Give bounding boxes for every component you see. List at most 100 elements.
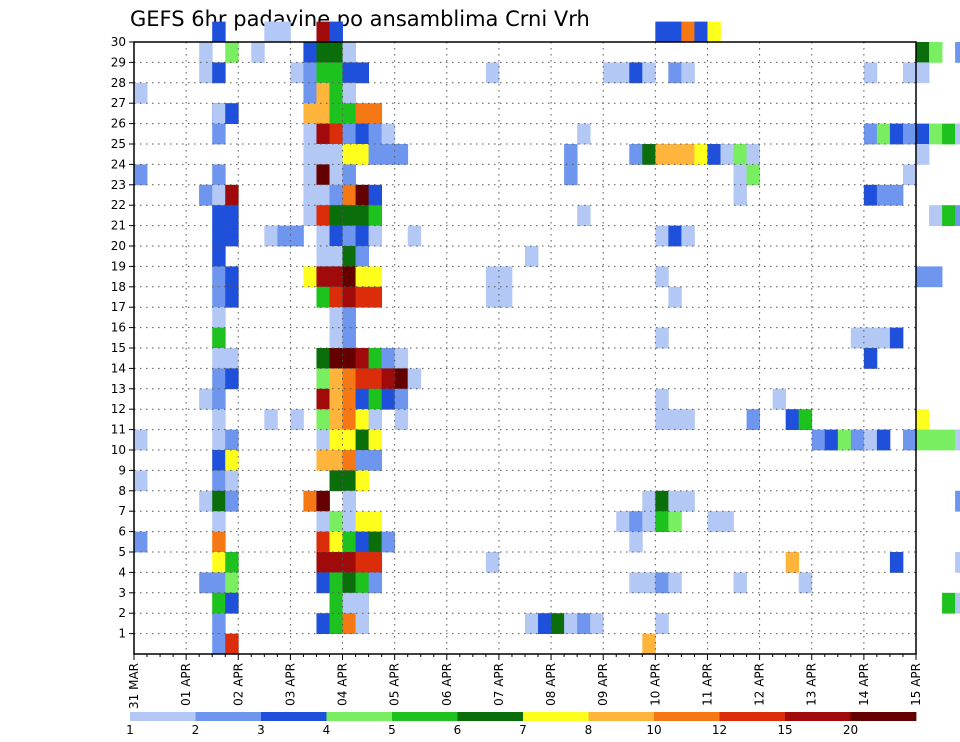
heatmap-cell bbox=[355, 388, 369, 410]
heatmap-cell bbox=[368, 123, 383, 145]
colorbar-segment bbox=[195, 712, 262, 721]
heatmap-cell bbox=[212, 103, 226, 124]
heatmap-cell bbox=[368, 368, 383, 390]
heatmap-cell bbox=[746, 144, 760, 165]
colorbar-segment bbox=[719, 712, 786, 721]
heatmap-cell bbox=[368, 429, 383, 451]
heatmap-cell bbox=[655, 613, 669, 634]
heatmap-cell bbox=[772, 388, 787, 410]
heatmap-cell bbox=[329, 144, 343, 165]
heatmap-cell bbox=[681, 225, 695, 247]
heatmap-cell bbox=[212, 164, 226, 186]
heatmap-cell bbox=[212, 266, 226, 288]
y-tick-label: 13 bbox=[111, 382, 126, 396]
heatmap-cell bbox=[329, 123, 343, 145]
heatmap-cell bbox=[290, 409, 304, 430]
heatmap-cell bbox=[303, 42, 317, 63]
heatmap-cell bbox=[876, 184, 891, 206]
heatmap-cell bbox=[368, 531, 383, 553]
colorbar-label: 6 bbox=[454, 723, 462, 737]
heatmap-cell bbox=[394, 144, 409, 165]
heatmap-cell bbox=[590, 613, 604, 634]
heatmap-cell bbox=[316, 286, 330, 308]
chart-title: GEFS 6hr padavine po ansamblima Crni Vrh bbox=[130, 7, 590, 31]
heatmap-cell bbox=[355, 531, 369, 553]
heatmap-cell bbox=[642, 144, 656, 165]
heatmap-cell bbox=[355, 62, 369, 84]
heatmap-cell bbox=[212, 307, 226, 328]
heatmap-cell bbox=[251, 42, 265, 63]
y-tick-label: 16 bbox=[111, 321, 126, 335]
heatmap-cell bbox=[329, 450, 343, 471]
heatmap-cell bbox=[942, 123, 956, 145]
heatmap-cell bbox=[876, 327, 891, 349]
heatmap-cell bbox=[889, 184, 904, 206]
heatmap-cell bbox=[316, 266, 330, 288]
heatmap-cell bbox=[212, 490, 226, 512]
heatmap-cell bbox=[212, 21, 226, 43]
heatmap-cell bbox=[342, 225, 356, 247]
heatmap-cell bbox=[863, 348, 878, 369]
heatmap-cell bbox=[485, 286, 500, 308]
heatmap-cell bbox=[929, 266, 943, 288]
heatmap-cell bbox=[785, 552, 800, 573]
x-tick-label: 07 APR bbox=[492, 663, 506, 706]
heatmap-cell bbox=[316, 572, 330, 594]
y-tick-label: 3 bbox=[118, 586, 126, 600]
heatmap-cell bbox=[733, 144, 747, 165]
heatmap-cell bbox=[355, 613, 369, 634]
heatmap-cell bbox=[342, 246, 356, 267]
heatmap-cell bbox=[316, 511, 330, 532]
colorbar-segment bbox=[457, 712, 524, 721]
heatmap-cell bbox=[199, 490, 213, 512]
heatmap-cell bbox=[876, 123, 891, 145]
heatmap-cell bbox=[642, 511, 656, 532]
heatmap-cell bbox=[329, 205, 343, 226]
heatmap-cell bbox=[916, 429, 930, 451]
colorbar-label: 5 bbox=[388, 723, 396, 737]
heatmap-cell bbox=[212, 470, 226, 492]
y-tick-label: 29 bbox=[111, 55, 126, 69]
heatmap-cell bbox=[225, 633, 239, 655]
colorbar-label: 1 bbox=[126, 723, 134, 737]
heatmap-cell bbox=[407, 368, 422, 390]
x-tick-label: 13 APR bbox=[805, 663, 819, 706]
colorbar-label: 3 bbox=[257, 723, 265, 737]
heatmap-cell bbox=[342, 409, 356, 430]
heatmap-cell bbox=[955, 429, 960, 451]
heatmap-cell bbox=[681, 144, 695, 165]
heatmap-cell bbox=[329, 266, 343, 288]
heatmap-cell bbox=[394, 368, 409, 390]
heatmap-cell bbox=[329, 511, 343, 532]
heatmap-cell bbox=[655, 21, 669, 43]
heatmap-cell bbox=[303, 123, 317, 145]
heatmap-cell bbox=[316, 205, 330, 226]
heatmap-cell bbox=[212, 62, 226, 84]
heatmap-cell bbox=[355, 552, 369, 573]
colorbar-segment bbox=[261, 712, 327, 721]
heatmap-cell bbox=[394, 348, 409, 369]
heatmap-cell bbox=[564, 613, 578, 634]
heatmap-cell bbox=[942, 429, 956, 451]
y-tick-label: 25 bbox=[111, 137, 126, 151]
colorbar-segment bbox=[326, 712, 393, 721]
heatmap-cell bbox=[212, 409, 226, 430]
heatmap-cell bbox=[916, 144, 930, 165]
heatmap-cell bbox=[225, 429, 239, 451]
heatmap-cell bbox=[525, 613, 539, 634]
x-tick-label: 04 APR bbox=[336, 663, 350, 706]
heatmap-cell bbox=[212, 511, 226, 532]
colorbar-label: 4 bbox=[323, 723, 331, 737]
heatmap-cell bbox=[681, 490, 695, 512]
heatmap-cell bbox=[212, 184, 226, 206]
y-tick-label: 14 bbox=[111, 361, 126, 375]
heatmap-cell bbox=[681, 62, 695, 84]
y-tick-label: 2 bbox=[118, 606, 126, 620]
heatmap-cell bbox=[212, 327, 226, 349]
y-tick-label: 26 bbox=[111, 117, 126, 131]
heatmap-cell bbox=[329, 21, 343, 43]
heatmap-cell bbox=[212, 429, 226, 451]
colorbar-label: 10 bbox=[646, 723, 661, 737]
heatmap-cell bbox=[902, 429, 917, 451]
x-tick-label: 31 MAR bbox=[127, 663, 141, 709]
